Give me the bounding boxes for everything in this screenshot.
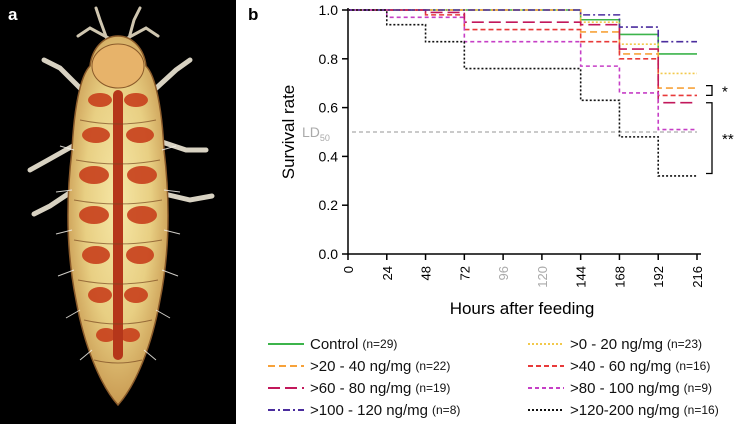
ld50-reference: LD50 <box>302 124 697 143</box>
legend-item: >20 - 40 ng/mg (n=22) <box>268 356 450 376</box>
x-tick-label: 168 <box>612 266 627 288</box>
x-tick-label: 216 <box>690 266 705 288</box>
legend-item: >120-200 ng/mg (n=16) <box>528 400 719 420</box>
significance-bracket-1 <box>706 84 713 97</box>
legend-swatch <box>268 409 304 411</box>
x-tick-label: 192 <box>651 266 666 288</box>
legend-swatch <box>528 343 564 345</box>
legend-item: >0 - 20 ng/mg (n=23) <box>528 334 702 354</box>
series-line-8 <box>348 9 697 177</box>
legend-sample-size: (n=23) <box>666 337 703 351</box>
x-tick-label: 144 <box>574 266 589 288</box>
legend-swatch <box>268 343 304 345</box>
series-line-6 <box>348 9 697 131</box>
y-tick-label: 0.4 <box>319 148 339 164</box>
legend-item: >40 - 60 ng/mg (n=16) <box>528 356 710 376</box>
ld50-label: LD50 <box>302 124 330 143</box>
series-line-5 <box>348 9 697 104</box>
x-tick-label: 72 <box>457 266 472 280</box>
legend-item: >60 - 80 ng/mg (n=19) <box>268 378 450 398</box>
legend-sample-size: (n=8) <box>432 403 461 417</box>
x-tick-label: 48 <box>419 266 434 280</box>
legend-item: >80 - 100 ng/mg (n=9) <box>528 378 712 398</box>
legend-sample-size: (n=29) <box>362 337 398 351</box>
y-tick-label: 1.0 <box>319 2 339 18</box>
series-line-4 <box>348 9 697 97</box>
legend-label: >20 - 40 ng/mg <box>310 357 412 375</box>
legend-swatch <box>528 409 564 411</box>
legend-label: >60 - 80 ng/mg <box>310 379 412 397</box>
legend-label: Control <box>310 335 359 353</box>
panel-label-a: a <box>8 5 18 24</box>
y-axis-label: Survival rate <box>279 85 298 179</box>
significance-label-2: ** <box>722 131 734 148</box>
legend-label: >80 - 100 ng/mg <box>570 379 680 397</box>
legend-label: >40 - 60 ng/mg <box>570 357 672 375</box>
legend-label: >0 - 20 ng/mg <box>570 335 663 353</box>
x-tick-label: 0 <box>341 266 356 273</box>
legend-swatch <box>528 387 564 389</box>
legend-item: >100 - 120 ng/mg (n=8) <box>268 400 460 420</box>
x-tick-label: 96 <box>496 266 511 280</box>
chart-legend: Control (n=29) >0 - 20 ng/mg (n=23) >20 - 40… <box>268 334 750 424</box>
significance-bracket-2 <box>706 102 713 175</box>
x-axis-label: Hours after feeding <box>450 299 595 318</box>
y-tick-label: 0.8 <box>319 51 339 67</box>
larva-illustration <box>0 0 236 424</box>
chart-series <box>348 9 697 177</box>
legend-swatch <box>268 387 304 389</box>
larva-photo <box>0 0 236 424</box>
legend-sample-size: (n=9) <box>683 381 713 395</box>
x-tick-label: 120 <box>535 266 550 288</box>
series-line-3 <box>348 9 697 89</box>
y-tick-label: 0.2 <box>319 197 339 213</box>
x-tick-label: 24 <box>380 266 395 280</box>
legend-swatch <box>528 365 564 367</box>
y-tick-label: 0.0 <box>319 246 339 262</box>
legend-label: >120-200 ng/mg <box>570 401 680 419</box>
legend-sample-size: (n=22) <box>415 359 451 373</box>
legend-sample-size: (n=16) <box>683 403 719 417</box>
panel-label-b: b <box>248 5 258 24</box>
ld50-subscript: 50 <box>320 133 330 143</box>
legend-label: >100 - 120 ng/mg <box>310 401 429 419</box>
significance-label-1: * <box>722 84 728 101</box>
chart-axes: 0.0 0.2 0.4 0.6 0.8 1.0 0 24 48 72 96 120 144 168 192 2… <box>319 2 705 288</box>
series-line-7 <box>348 9 697 43</box>
legend-sample-size: (n=16) <box>675 359 711 373</box>
legend-item: Control (n=29) <box>268 334 397 354</box>
legend-sample-size: (n=19) <box>415 381 451 395</box>
significance-brackets: *** <box>706 84 734 175</box>
legend-swatch <box>268 365 304 367</box>
y-tick-label: 0.6 <box>319 100 339 116</box>
